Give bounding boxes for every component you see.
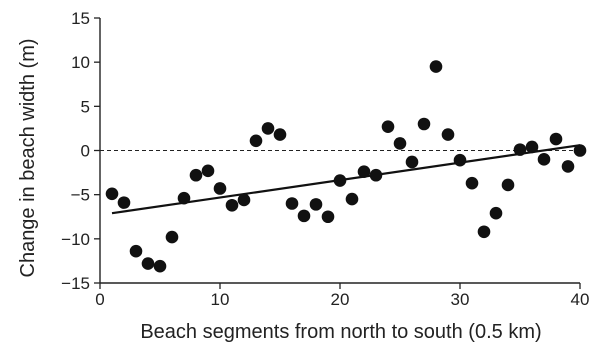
- data-point: [549, 132, 563, 146]
- axes: 15 10 5 0 −5 −10 −15 0 10 20 30 40: [61, 9, 589, 309]
- data-point: [237, 193, 251, 207]
- data-point: [201, 164, 215, 178]
- data-point: [453, 153, 467, 167]
- y-tick-label: 10: [71, 53, 90, 72]
- data-point: [189, 168, 203, 182]
- data-point: [333, 174, 347, 187]
- data-point: [225, 198, 239, 212]
- data-point: [357, 165, 371, 178]
- data-point: [369, 168, 383, 182]
- data-point: [501, 178, 515, 192]
- data-point: [165, 230, 179, 244]
- data-point: [405, 155, 419, 169]
- x-tick-label: 0: [95, 290, 104, 309]
- data-point: [177, 191, 191, 205]
- data-point: [153, 259, 167, 273]
- data-point: [129, 244, 143, 258]
- data-point: [561, 160, 575, 173]
- y-tick-label: 15: [71, 9, 90, 28]
- x-tick-label: 20: [331, 290, 350, 309]
- data-point: [297, 209, 311, 223]
- data-point: [489, 206, 503, 220]
- data-point: [525, 140, 539, 154]
- y-axis-label: Change in beach width (m): [17, 38, 39, 277]
- x-axis-label: Beach segments from north to south (0.5 …: [140, 321, 541, 343]
- data-point: [213, 182, 227, 195]
- data-point: [249, 134, 263, 148]
- x-tick-label: 30: [451, 290, 470, 309]
- data-point: [465, 176, 479, 190]
- x-tick-label: 40: [571, 290, 590, 309]
- data-point: [105, 187, 119, 201]
- data-point: [309, 198, 323, 211]
- data-point: [273, 128, 287, 141]
- y-tick-label: 0: [81, 142, 90, 161]
- data-point: [141, 257, 155, 270]
- data-point: [537, 153, 551, 166]
- data-point: [285, 197, 299, 210]
- data-point: [513, 143, 527, 156]
- data-point: [573, 144, 587, 157]
- data-point: [321, 210, 335, 224]
- y-tick-label: −15: [61, 274, 90, 293]
- data-point: [417, 117, 431, 131]
- data-point: [393, 137, 407, 150]
- data-point: [381, 120, 395, 133]
- y-tick-label: −5: [71, 186, 90, 205]
- data-point: [477, 225, 491, 239]
- data-point: [441, 128, 455, 141]
- data-point: [117, 196, 131, 209]
- data-point: [345, 192, 359, 206]
- plot-area: [100, 60, 587, 273]
- data-point: [429, 60, 443, 73]
- y-tick-label: −10: [61, 230, 90, 249]
- x-tick-label: 10: [211, 290, 230, 309]
- y-tick-label: 5: [81, 97, 90, 116]
- data-point: [261, 122, 275, 135]
